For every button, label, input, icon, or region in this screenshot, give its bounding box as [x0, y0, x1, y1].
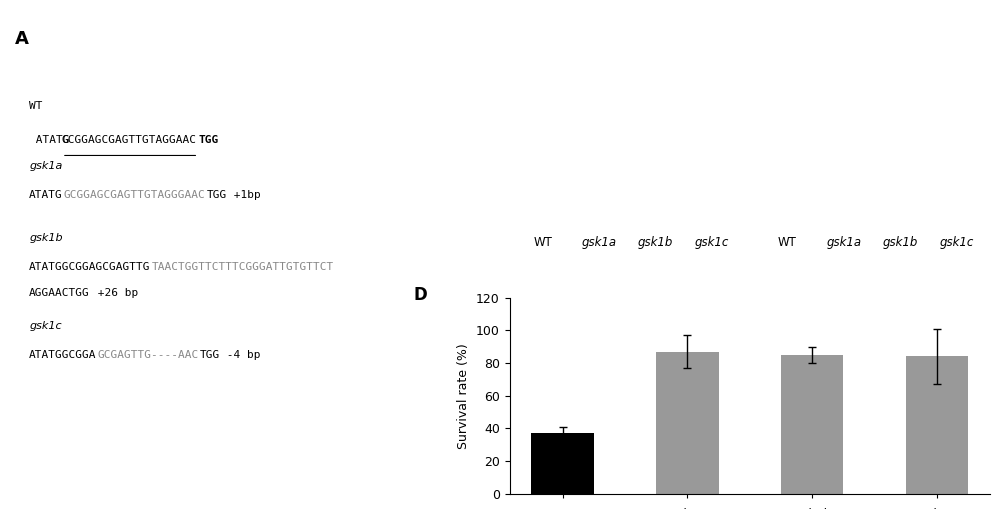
- Text: WT: WT: [553, 508, 573, 509]
- Text: GCGAGTTG----AAC: GCGAGTTG----AAC: [97, 350, 199, 360]
- Text: TGG: TGG: [198, 135, 219, 145]
- Text: gsk1a: gsk1a: [582, 236, 617, 248]
- Text: gsk1a: gsk1a: [826, 236, 862, 248]
- Text: ATATGGCGGAGCGAGTTG: ATATGGCGGAGCGAGTTG: [29, 262, 151, 272]
- Text: ATATG: ATATG: [29, 190, 63, 200]
- Text: B: B: [517, 21, 528, 37]
- Text: gsk1a: gsk1a: [29, 161, 63, 171]
- Text: TAACTGGTTCTTTCGGGATTGTGTTCT: TAACTGGTTCTTTCGGGATTGTGTTCT: [152, 262, 334, 272]
- Text: gsk1c: gsk1c: [695, 236, 729, 248]
- Text: D: D: [414, 286, 427, 304]
- Text: +26 bp: +26 bp: [91, 288, 138, 298]
- Text: gsk1b: gsk1b: [883, 236, 918, 248]
- Text: GCGGAGCGAGTTGTAGGAAC: GCGGAGCGAGTTGTAGGAAC: [62, 135, 197, 145]
- Text: C: C: [762, 21, 773, 37]
- Bar: [656, 352, 719, 494]
- Text: TGG: TGG: [206, 190, 227, 200]
- Text: ATATGGCGGA: ATATGGCGGA: [29, 350, 97, 360]
- Text: gsk1b: gsk1b: [793, 508, 831, 509]
- Text: WT: WT: [778, 236, 797, 248]
- Bar: [531, 433, 594, 494]
- Bar: [781, 355, 843, 494]
- Text: TGG: TGG: [200, 350, 220, 360]
- Text: gsk1a: gsk1a: [669, 508, 706, 509]
- Text: GCGGAGCGAGTTGTAGGGAAC: GCGGAGCGAGTTGTAGGGAAC: [63, 190, 205, 200]
- Y-axis label: Survival rate (%): Survival rate (%): [457, 343, 470, 448]
- Text: -4 bp: -4 bp: [220, 350, 261, 360]
- Text: gsk1b: gsk1b: [29, 233, 63, 243]
- Bar: [906, 356, 968, 494]
- Text: ATATG: ATATG: [29, 135, 70, 145]
- Text: gsk1c: gsk1c: [940, 236, 974, 248]
- Text: WT: WT: [29, 101, 43, 111]
- Text: gsk1b: gsk1b: [638, 236, 673, 248]
- Text: gsk1c: gsk1c: [29, 322, 62, 331]
- Text: A: A: [15, 30, 29, 48]
- Text: gsk1c: gsk1c: [919, 508, 955, 509]
- Text: WT: WT: [533, 236, 552, 248]
- Text: AGGAACTGG: AGGAACTGG: [29, 288, 90, 298]
- Text: +1bp: +1bp: [227, 190, 261, 200]
